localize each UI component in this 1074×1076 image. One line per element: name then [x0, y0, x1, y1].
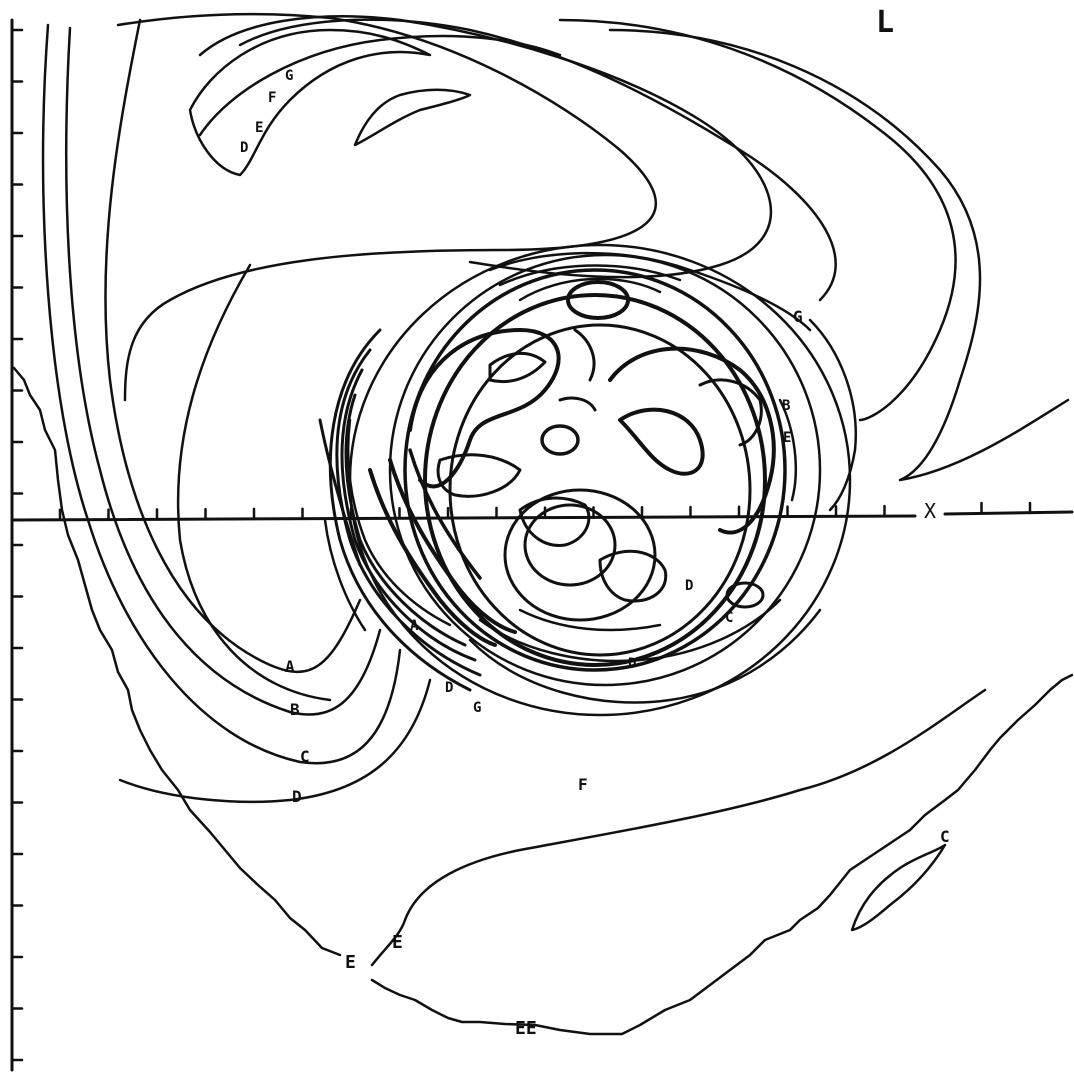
label-g-lower: G — [473, 700, 481, 716]
boundary-inner-e-curve — [370, 688, 987, 967]
contour-arm-b — [65, 26, 382, 716]
label-e-lower-left: E — [345, 952, 356, 973]
label-e-right: E — [783, 430, 791, 446]
contour-upper-outer — [116, 12, 657, 402]
contour-right-outer — [608, 28, 1070, 482]
label-d-center: D — [628, 656, 636, 672]
label-g-top: G — [285, 68, 293, 84]
label-f-bottom: F — [578, 775, 588, 794]
contour-arm-e — [176, 263, 332, 702]
x-axis: X — [10, 499, 1074, 523]
contour-arm-c — [41, 23, 402, 765]
outer-boundary-bottom — [370, 673, 1074, 1036]
label-a-mid: A — [410, 618, 419, 634]
label-a-left: A — [285, 657, 295, 676]
label-g-right: G — [793, 307, 803, 326]
x-axis-label: X — [924, 499, 936, 523]
outer-boundary-left — [12, 366, 342, 957]
label-d-left: D — [292, 787, 302, 806]
contour-upper-loop-1 — [198, 15, 773, 279]
contour-labels: A B C D E E EE F C G E B D D G D D E F G… — [240, 68, 950, 1039]
y-axis — [10, 18, 24, 1072]
left-flank-band — [318, 328, 517, 692]
contour-upper-small-loop — [353, 88, 472, 147]
label-c-mid: C — [725, 610, 733, 626]
contour-arm-a — [104, 18, 362, 674]
contour-left-cap — [188, 28, 432, 177]
contour-arm-d — [118, 678, 432, 804]
label-e-lower: E — [392, 932, 403, 953]
label-b-left: B — [290, 700, 300, 719]
label-d-lower: D — [445, 680, 453, 696]
label-c-left: C — [300, 747, 310, 766]
y-axis-ticks — [10, 28, 24, 1062]
label-d-inner: D — [685, 578, 693, 594]
label-ee-bottom: EE — [515, 1018, 537, 1039]
label-b-right: B — [782, 398, 790, 414]
contour-upper-loop-2 — [238, 18, 837, 302]
boundary-lower-right-loop — [850, 843, 947, 932]
label-d-top: D — [240, 140, 248, 156]
label-c-right: C — [940, 827, 950, 846]
contour-upper-mid — [198, 34, 562, 137]
label-f-top: F — [268, 90, 276, 106]
label-e-top: E — [255, 120, 263, 136]
corner-label: L — [876, 5, 894, 40]
